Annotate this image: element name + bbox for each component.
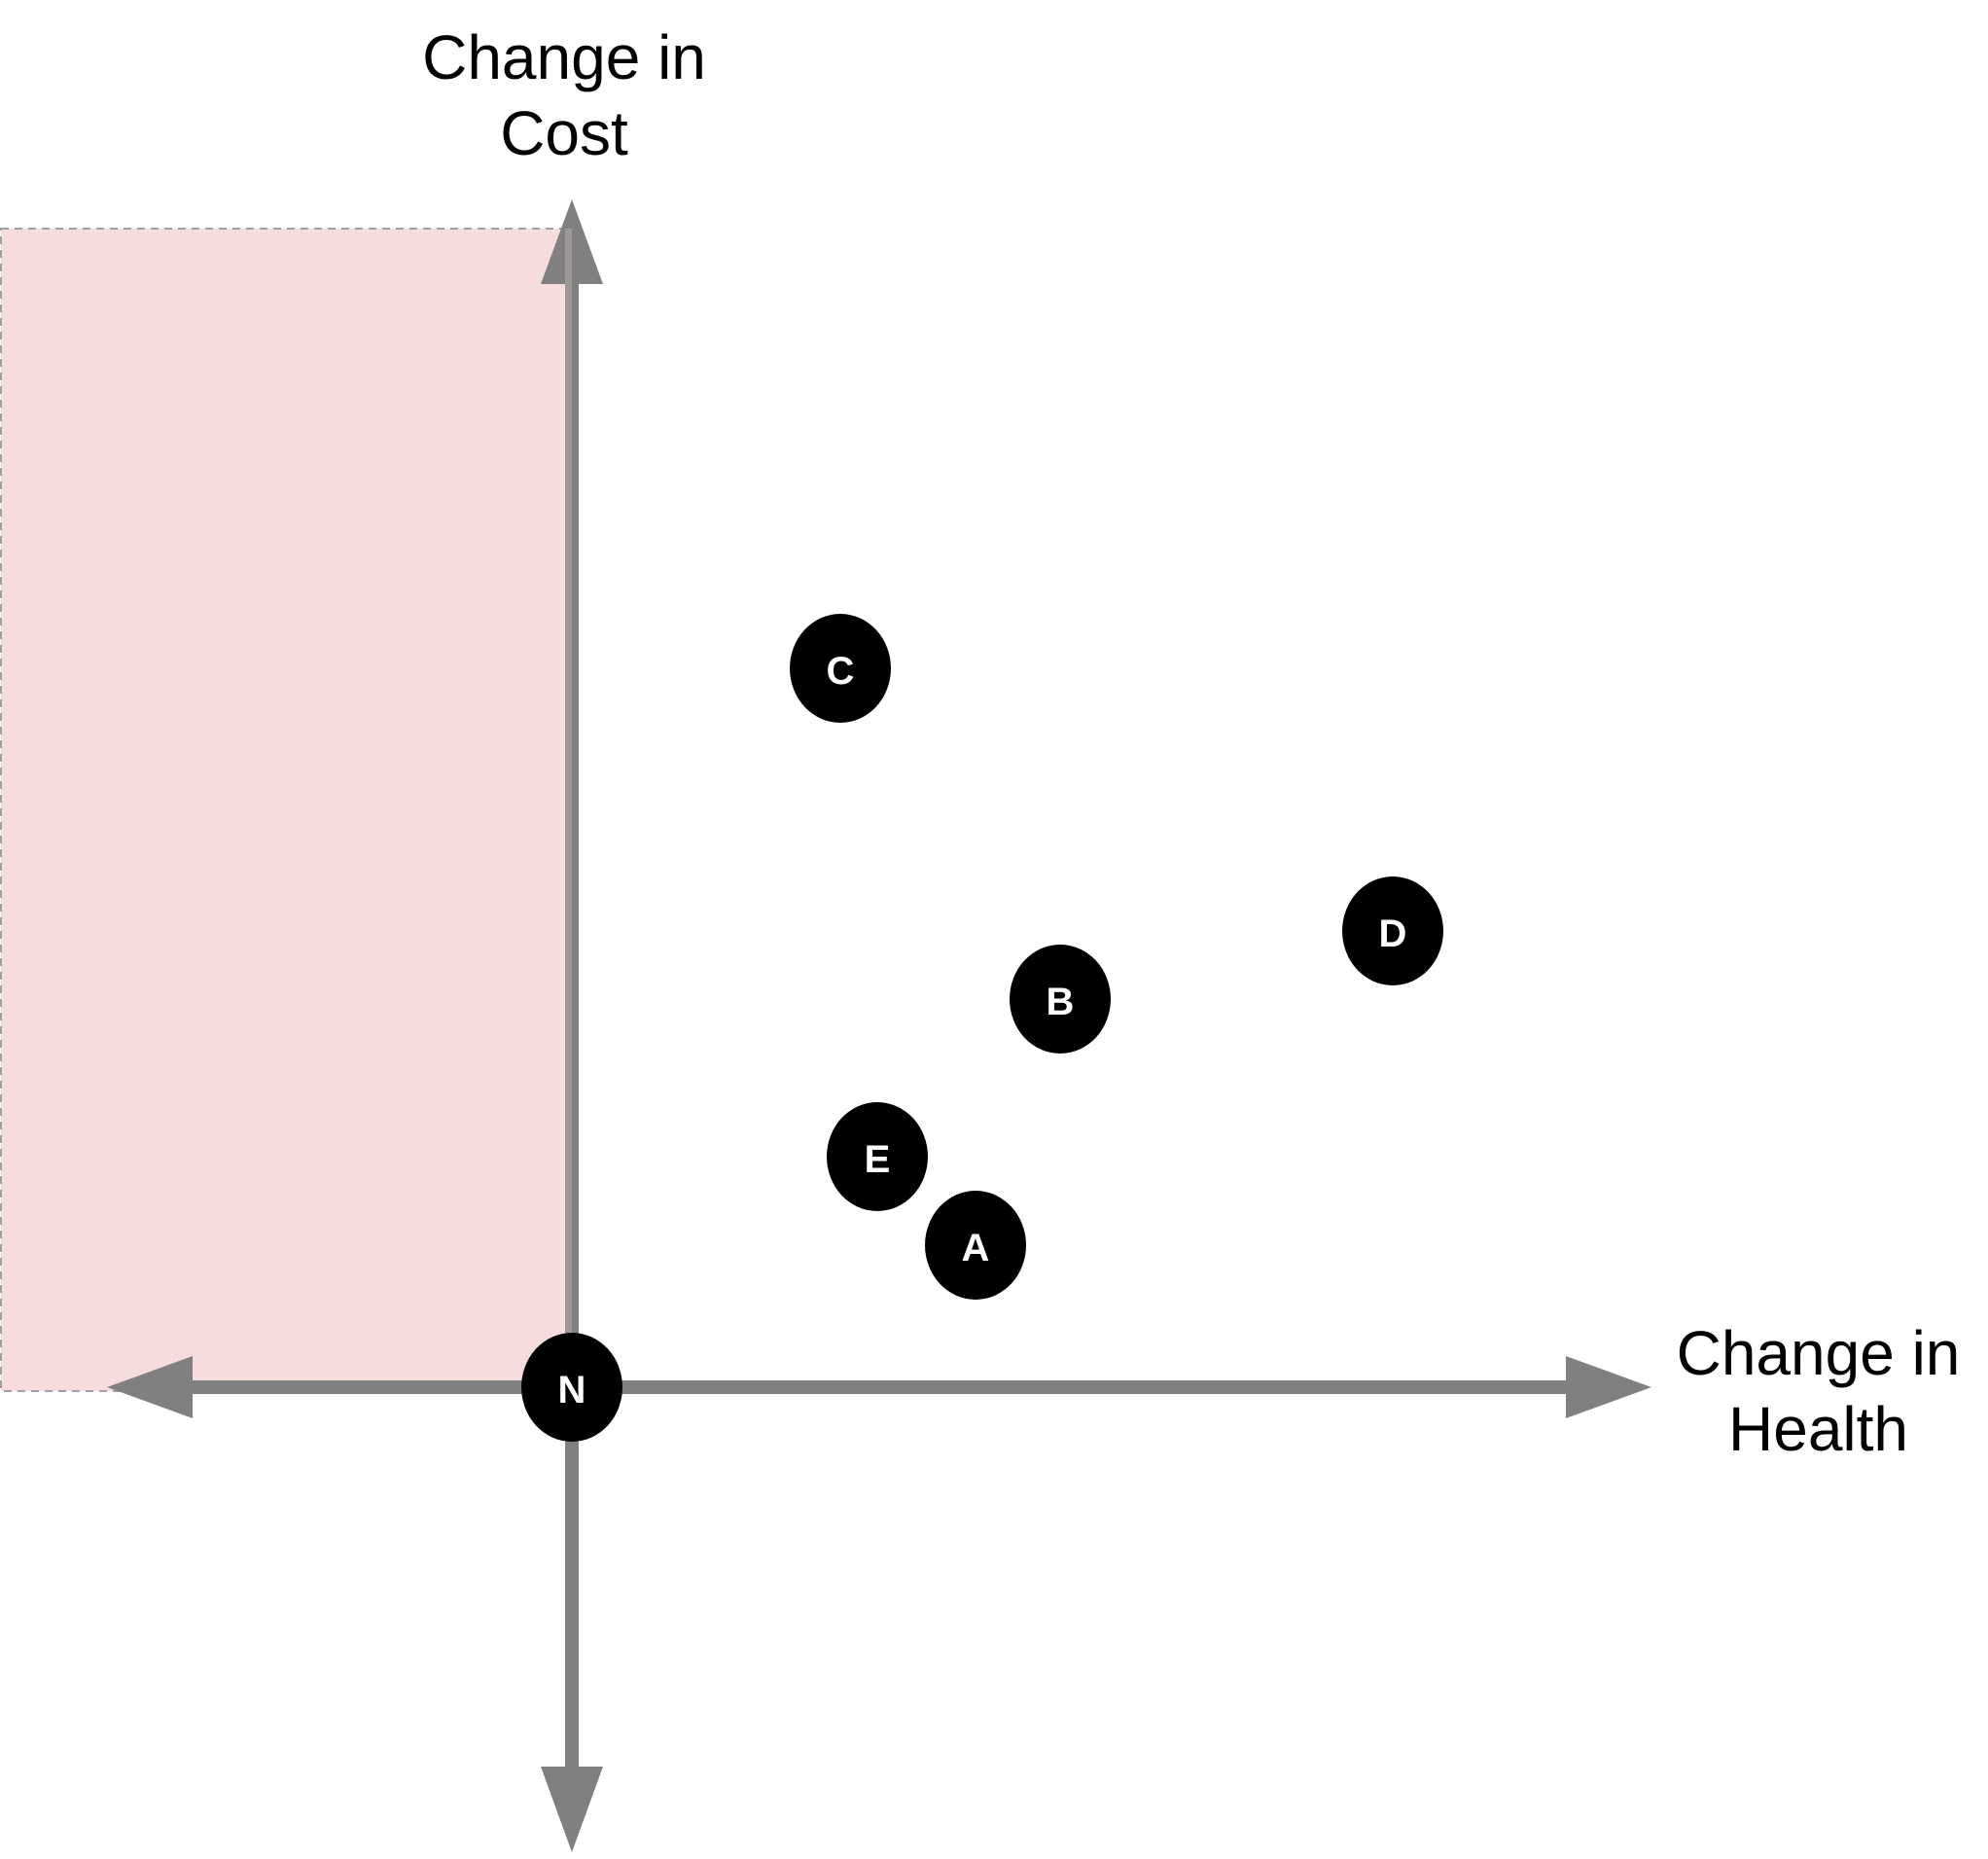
node-b: B: [1010, 945, 1111, 1054]
y-axis-up-arrow-icon: [541, 199, 603, 284]
x-axis-title: Change in Health: [1649, 1315, 1988, 1467]
node-b-label: B: [1047, 981, 1075, 1023]
x-axis-title-line1: Change in: [1676, 1318, 1961, 1388]
node-e: E: [827, 1102, 928, 1211]
node-a-label: A: [962, 1227, 990, 1269]
y-axis-title-line1: Change in: [422, 22, 706, 92]
node-d: D: [1342, 876, 1443, 985]
node-c-label: C: [827, 650, 855, 693]
y-axis-title: Change in Cost: [370, 19, 759, 171]
dominated-region: [0, 228, 570, 1392]
x-axis-title-line2: Health: [1728, 1394, 1908, 1464]
x-axis-left-arrow-icon: [107, 1356, 193, 1418]
node-n-label: N: [558, 1369, 586, 1412]
y-axis-down-arrow-icon: [541, 1767, 603, 1852]
node-e-label: E: [865, 1138, 891, 1181]
node-a: A: [925, 1191, 1026, 1300]
node-n: N: [521, 1333, 622, 1442]
y-axis-title-line2: Cost: [500, 98, 628, 168]
node-c: C: [790, 614, 891, 723]
x-axis-right-arrow-icon: [1566, 1356, 1651, 1418]
node-d-label: D: [1379, 912, 1407, 955]
region-axis-overlap-vertical: [565, 229, 572, 1391]
